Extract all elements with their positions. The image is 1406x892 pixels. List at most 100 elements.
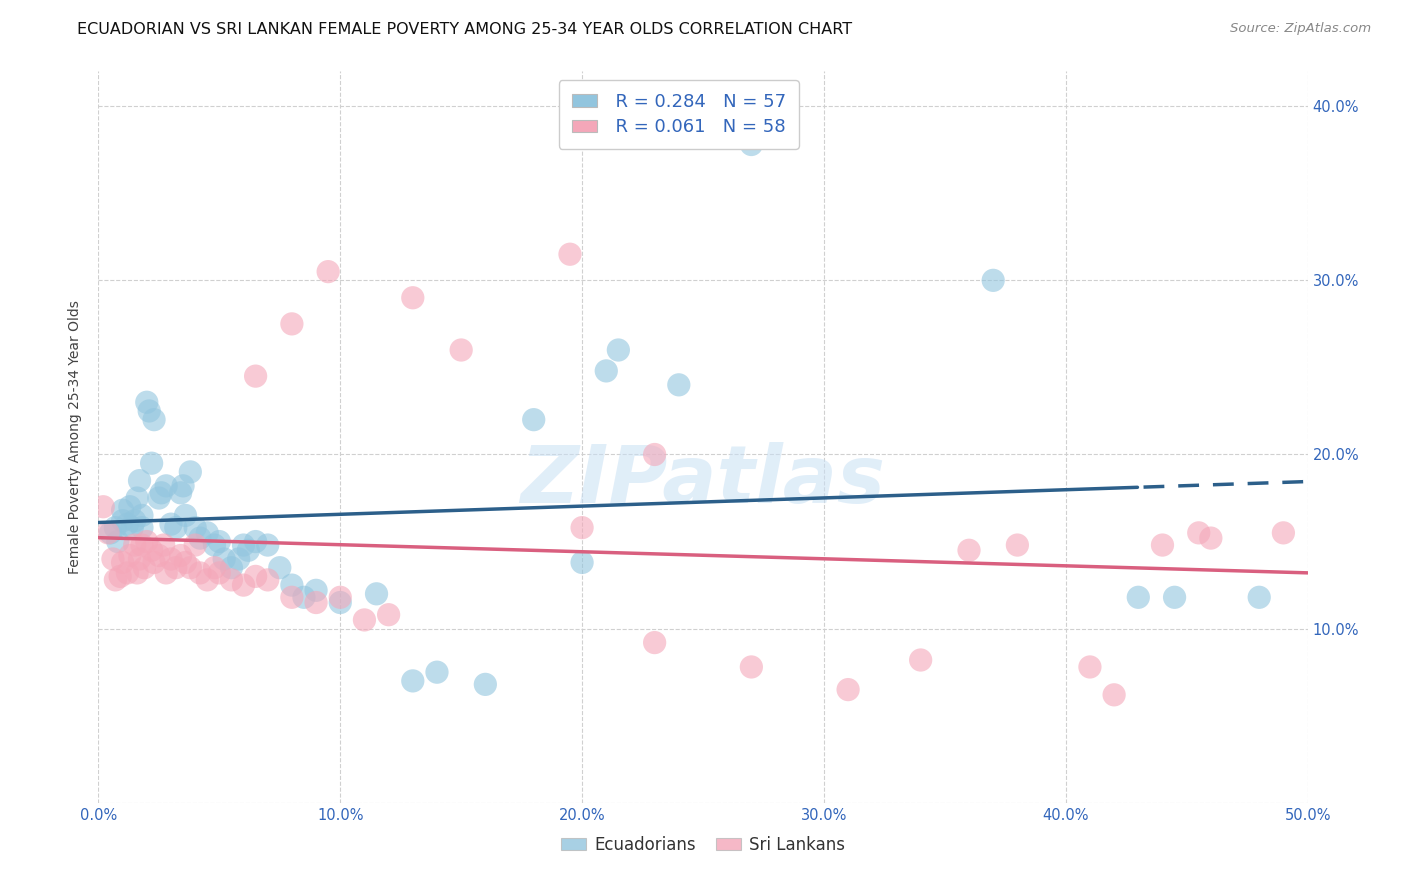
Point — [101, 552, 124, 566]
Point — [108, 569, 131, 583]
Point — [131, 521, 153, 535]
Point — [1188, 525, 1211, 540]
Point — [135, 534, 157, 549]
Point — [174, 508, 197, 523]
Point — [366, 587, 388, 601]
Point — [402, 291, 425, 305]
Point — [1102, 688, 1125, 702]
Point — [143, 412, 166, 426]
Point — [607, 343, 630, 357]
Point — [134, 560, 156, 574]
Point — [160, 517, 183, 532]
Point — [118, 549, 141, 563]
Point — [450, 343, 472, 357]
Point — [148, 549, 170, 563]
Point — [256, 573, 278, 587]
Point — [111, 514, 134, 528]
Point — [174, 556, 197, 570]
Point — [208, 534, 231, 549]
Point — [238, 543, 260, 558]
Point — [281, 578, 304, 592]
Point — [107, 534, 129, 549]
Point — [523, 412, 546, 426]
Point — [152, 538, 174, 552]
Point — [232, 538, 254, 552]
Point — [740, 137, 762, 152]
Point — [256, 538, 278, 552]
Point — [124, 514, 146, 528]
Point — [100, 525, 122, 540]
Point — [121, 521, 143, 535]
Point — [957, 543, 980, 558]
Point — [135, 395, 157, 409]
Point — [740, 660, 762, 674]
Point — [169, 549, 191, 563]
Text: ECUADORIAN VS SRI LANKAN FEMALE POVERTY AMONG 25-34 YEAR OLDS CORRELATION CHART: ECUADORIAN VS SRI LANKAN FEMALE POVERTY … — [77, 22, 852, 37]
Point — [232, 578, 254, 592]
Point — [644, 448, 666, 462]
Point — [1272, 525, 1295, 540]
Point — [150, 485, 173, 500]
Point — [104, 521, 127, 535]
Point — [179, 560, 201, 574]
Point — [402, 673, 425, 688]
Point — [668, 377, 690, 392]
Point — [571, 521, 593, 535]
Point — [208, 566, 231, 580]
Point — [141, 543, 163, 558]
Point — [155, 566, 177, 580]
Point — [245, 569, 267, 583]
Point — [165, 521, 187, 535]
Point — [981, 273, 1004, 287]
Point — [377, 607, 399, 622]
Point — [184, 521, 207, 535]
Point — [143, 556, 166, 570]
Point — [160, 552, 183, 566]
Point — [269, 560, 291, 574]
Point — [281, 591, 304, 605]
Point — [127, 491, 149, 505]
Point — [131, 508, 153, 523]
Point — [644, 635, 666, 649]
Point — [221, 560, 243, 574]
Point — [595, 364, 617, 378]
Point — [571, 556, 593, 570]
Point — [329, 595, 352, 609]
Point — [1152, 538, 1174, 552]
Point — [1007, 538, 1029, 552]
Point — [169, 485, 191, 500]
Point — [281, 317, 304, 331]
Point — [228, 552, 250, 566]
Point — [305, 595, 328, 609]
Point — [188, 566, 211, 580]
Point — [204, 560, 226, 574]
Point — [212, 552, 235, 566]
Point — [172, 479, 194, 493]
Point — [91, 500, 114, 514]
Point — [131, 538, 153, 552]
Point — [204, 538, 226, 552]
Point — [127, 566, 149, 580]
Point — [292, 591, 315, 605]
Point — [155, 479, 177, 493]
Point — [558, 247, 581, 261]
Point — [353, 613, 375, 627]
Point — [474, 677, 496, 691]
Point — [221, 573, 243, 587]
Point — [165, 560, 187, 574]
Text: Source: ZipAtlas.com: Source: ZipAtlas.com — [1230, 22, 1371, 36]
Point — [188, 531, 211, 545]
Point — [195, 525, 218, 540]
Point — [245, 369, 267, 384]
Point — [138, 404, 160, 418]
Point — [245, 534, 267, 549]
Point — [111, 556, 134, 570]
Point — [426, 665, 449, 680]
Point — [837, 682, 859, 697]
Point — [128, 552, 150, 566]
Point — [195, 573, 218, 587]
Point — [179, 465, 201, 479]
Text: ZIPatlas: ZIPatlas — [520, 442, 886, 520]
Point — [910, 653, 932, 667]
Point — [329, 591, 352, 605]
